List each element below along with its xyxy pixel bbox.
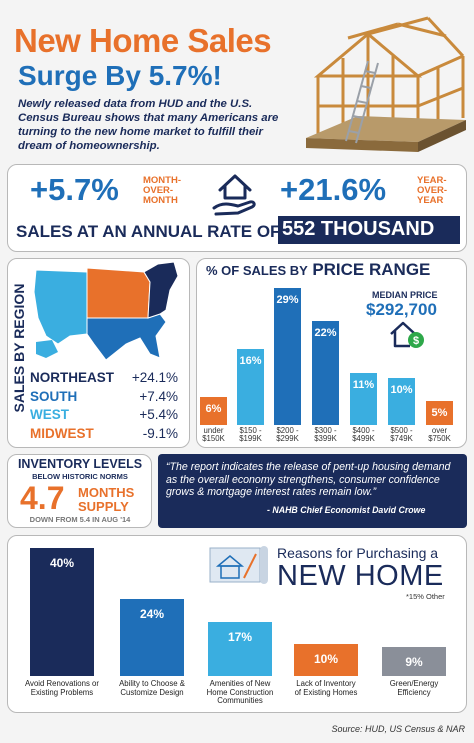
inventory-card [7,454,152,528]
price-tick-label: over $750K [428,426,451,444]
reasons-bar-label: 10% [313,652,339,666]
reasons-other-note: *15% Other [406,592,445,601]
reasons-bar-label: 24% [139,607,165,622]
region-change: +24.1% [131,370,178,385]
blueprint-icon [209,546,268,584]
annual-rate-number: 552 THOUSAND [282,218,435,240]
reasons-tick-label: Amenities of New Home Construction Communi… [206,679,274,706]
median-price-value: $292,700 [366,300,437,319]
map-west [33,269,88,345]
reasons-tick-label: Avoid Renovations or Existing Problems [25,679,99,697]
inventory-subtitle: BELOW HISTORIC NORMS [32,472,128,481]
region-name: SOUTH [30,389,78,404]
intro-text: Newly released data from HUD and the U.S… [18,98,279,152]
price-tick-label: under $150K [202,426,225,444]
page-subtitle: Surge By 5.7%! [18,60,222,91]
price-bar-label: 10% [390,383,413,396]
annual-rate-value [278,216,460,244]
inventory-value: 4.7 [20,480,65,516]
quote-text: “The report indicates the release of pen… [166,461,451,499]
price-bar: 29% [274,287,301,425]
price-tick-label: $400 - $499K [352,426,375,444]
month-over-month-value: +5.7% [30,172,119,207]
reasons-title-small: Reasons for Purchasing a [277,545,439,561]
price-bar: 11% [350,372,377,425]
reasons-title-big: NEW HOME [277,560,444,592]
reasons-bar: 17% [208,621,272,676]
region-change: -9.1% [142,426,178,441]
inventory-unit: MONTHS SUPPLY [78,485,135,514]
map-midwest [86,267,151,319]
price-bar-chart: 6% 16% 29% 22% 11% 10% 5% [198,283,460,425]
reasons-bar-label: 40% [49,556,75,570]
source-note: Source: HUD, US Census & NAR [331,724,465,734]
us-region-map [33,262,179,361]
price-bar: 22% [312,320,339,425]
hand-house-icon [212,174,256,216]
reasons-bar-chart: 40% 24% 17% 10% 9% [18,548,458,676]
median-price-label: MEDIAN PRICE [372,290,438,300]
price-tick-label: $500 - $749K [390,426,413,444]
price-bar: 6% [200,396,227,425]
region-name: WEST [30,407,69,422]
reasons-bar: 40% [30,548,94,676]
region-name: NORTHEAST [30,370,114,385]
quote-box: “The report indicates the release of pen… [158,454,467,528]
price-bar: 16% [237,349,264,425]
reasons-tick-label: Green/Energy Efficiency [389,679,439,697]
region-change: +7.4% [139,389,178,404]
quote-attribution: - NAHB Chief Economist David Crowe [267,505,426,515]
house-frame-illustration [306,16,466,152]
page-title: New Home Sales [14,22,272,59]
region-name: MIDWEST [30,426,94,441]
price-tick-label: $200 - $299K [276,426,299,444]
region-side-label: SALES BY REGION [11,283,27,413]
reasons-bar-label: 17% [227,629,253,644]
house-dollar-icon: $ [390,321,424,348]
region-change: +5.4% [139,407,178,422]
year-over-year-label: YEAR- OVER- YEAR [417,175,448,206]
price-bar-label: 29% [276,293,299,306]
price-tick-label: $150 - $199K [239,426,262,444]
map-alaska [36,340,58,358]
month-over-month-label: MONTH- OVER- MONTH [143,175,181,206]
year-over-year-value: +21.6% [280,172,387,207]
reasons-bar: 9% [382,647,446,676]
region-row-midwest: MIDWEST -9.1% [30,426,178,441]
price-bar-label: 11% [352,378,375,391]
price-bar-label: 5% [431,407,448,420]
region-row-northeast: NORTHEAST +24.1% [30,370,178,385]
reasons-tick-label: Ability to Choose & Customize Design [119,679,185,697]
price-bar-label: 22% [314,326,337,339]
map-south [86,313,167,361]
price-bar: 5% [426,401,453,425]
region-row-south: SOUTH +7.4% [30,389,178,404]
svg-text:$: $ [413,335,419,347]
annual-rate-label: SALES AT AN ANNUAL RATE OF [16,222,281,241]
price-chart-title: % OF SALES BY PRICE RANGE [206,260,431,279]
reasons-bar-label: 9% [405,655,423,670]
map-northeast [143,262,179,319]
inventory-title: INVENTORY LEVELS [17,457,143,471]
price-tick-label: $300 - $399K [314,426,337,444]
price-bar-label: 6% [205,402,222,415]
price-bar: 10% [388,377,415,425]
reasons-bar: 10% [294,644,358,676]
price-bar-label: 16% [239,355,262,368]
inventory-footnote: DOWN FROM 5.4 IN AUG '14 [29,515,131,524]
reasons-tick-label: Lack of Inventory of Existing Homes [294,679,358,697]
region-row-west: WEST +5.4% [30,407,178,422]
reasons-bar: 24% [120,599,184,676]
